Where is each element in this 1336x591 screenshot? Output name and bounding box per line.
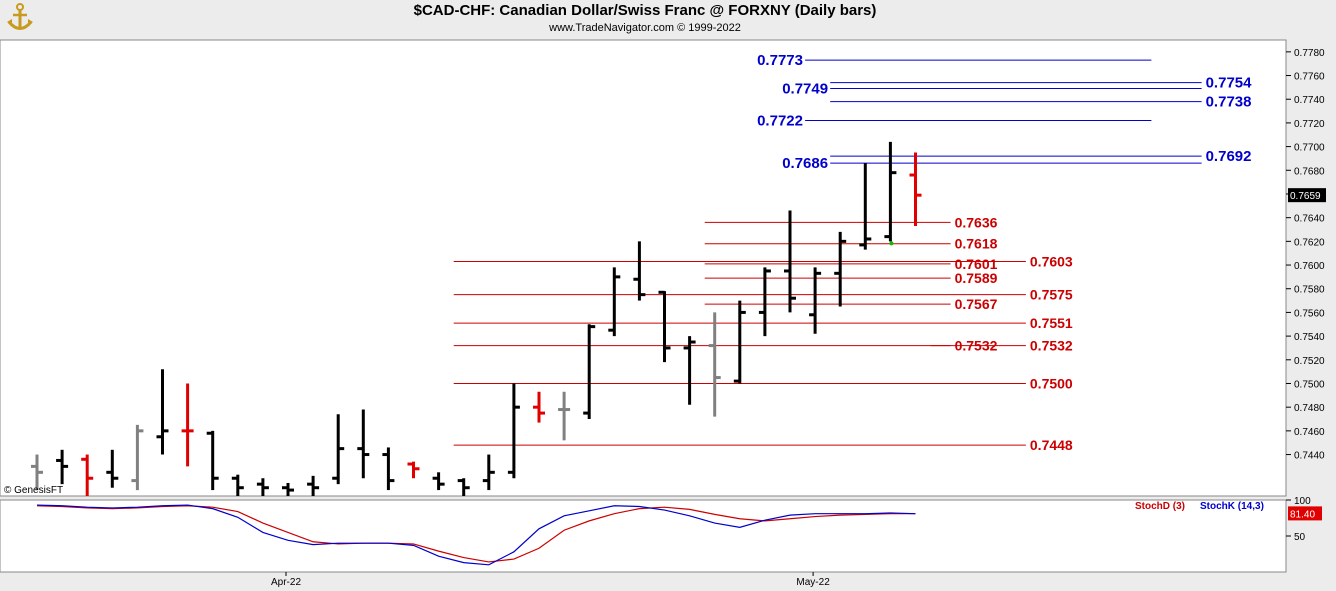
price-axis-label: 0.7600 [1294, 261, 1325, 272]
price-axis-label: 0.7720 [1294, 119, 1325, 130]
anchor-logo-icon [7, 3, 33, 30]
level-label-0.7754: 0.7754 [1206, 75, 1253, 92]
stoch-axis-label: 100 [1294, 496, 1311, 507]
stoch-axis-label: 50 [1294, 532, 1306, 543]
level-label-0.7448: 0.7448 [1030, 437, 1073, 453]
level-label-0.7618: 0.7618 [955, 236, 998, 252]
stochastic-panel [0, 499, 1287, 573]
level-label-0.7692: 0.7692 [1206, 148, 1252, 165]
price-axis-label: 0.7460 [1294, 427, 1325, 438]
price-axis-label: 0.7500 [1294, 379, 1325, 390]
price-axis-label: 0.7760 [1294, 72, 1325, 83]
stoch-line-0 [36, 505, 916, 563]
level-label-0.7567: 0.7567 [955, 296, 998, 312]
price-axis-label: 0.7580 [1294, 285, 1325, 296]
stoch-value-badge [1288, 506, 1322, 521]
level-label-0.7575: 0.7575 [1030, 287, 1073, 303]
stoch-value-label: 81.40 [1290, 509, 1315, 520]
price-axis-label: 0.7540 [1294, 332, 1325, 343]
price-axis-label: 0.7740 [1294, 95, 1325, 106]
level-label-0.7636: 0.7636 [955, 214, 998, 230]
level-label-0.7589: 0.7589 [955, 270, 998, 286]
level-label-0.7773: 0.7773 [757, 52, 803, 69]
watermark-label: © GenesisFT [4, 485, 63, 496]
chart-subtitle: www.TradeNavigator.com © 1999-2022 [549, 22, 741, 34]
signal-dot [889, 241, 894, 246]
price-axis-label: 0.7700 [1294, 143, 1325, 154]
price-axis-label: 0.7520 [1294, 356, 1325, 367]
chart-title: $CAD-CHF: Canadian Dollar/Swiss Franc @ … [413, 2, 877, 19]
price-axis-label: 0.7680 [1294, 166, 1325, 177]
price-axis-label: 0.7640 [1294, 214, 1325, 225]
price-axis-label: 0.7560 [1294, 308, 1325, 319]
level-label-0.7601: 0.7601 [955, 256, 998, 272]
level-label-0.7722: 0.7722 [757, 113, 803, 130]
level-label-0.7738: 0.7738 [1206, 94, 1252, 111]
level-label-0.7532: 0.7532 [1030, 338, 1073, 354]
level-label-0.7749: 0.7749 [782, 81, 828, 98]
price-panel [0, 39, 1287, 497]
level-label-0.7500: 0.7500 [1030, 375, 1073, 391]
x-axis-label: Apr-22 [271, 577, 301, 588]
price-axis-label: 0.7620 [1294, 237, 1325, 248]
stoch-line-1 [36, 504, 916, 566]
last-price-badge [1288, 188, 1326, 203]
stochK-legend: StochK (14,3) [1200, 501, 1264, 512]
level-label-0.7603: 0.7603 [1030, 253, 1073, 269]
stochD-legend: StochD (3) [1135, 501, 1185, 512]
price-axis-label: 0.7780 [1294, 48, 1325, 59]
level-label-0.7551: 0.7551 [1030, 315, 1073, 331]
last-price-label: 0.7659 [1290, 191, 1321, 202]
price-axis-label: 0.7480 [1294, 403, 1325, 414]
level-label-0.7686: 0.7686 [782, 155, 828, 172]
price-axis-label: 0.7440 [1294, 451, 1325, 462]
x-axis-label: May-22 [796, 577, 830, 588]
